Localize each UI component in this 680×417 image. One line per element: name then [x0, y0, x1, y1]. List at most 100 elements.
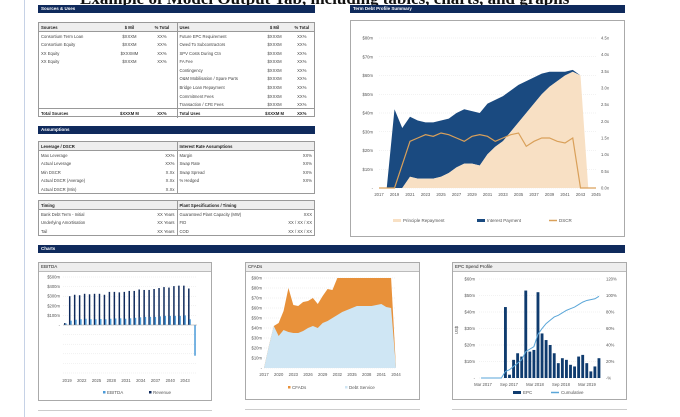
table-cell: $XXXM	[267, 59, 282, 65]
table-row: Swap Spread XX%	[177, 168, 314, 177]
table-cell: $XXXM	[267, 50, 282, 56]
term-debt-chart-svg: $80m $70m $60m $50m $40m $30m $20m $10m - 4.5x 4.0…	[363, 36, 610, 224]
y-tick-label: $90m	[252, 276, 263, 281]
legend-swatch	[149, 391, 152, 394]
table-row: Max Leverage XX%	[39, 151, 177, 160]
table-cell: Consortium Term Loan	[41, 33, 84, 39]
debt-service-area	[264, 304, 396, 368]
epc-spend-chart-svg: $60m $50m $40m $30m $20m $10m - 120% 100% 80% 60% 4…	[454, 277, 617, 396]
revenue-bar	[178, 285, 180, 325]
table-cell	[147, 92, 176, 101]
table-row: Bank Debt Term - Initial XX Years	[39, 210, 177, 219]
ebitda-chart: EBITDA $500m $400m $300m $200m $100m - 2019 202…	[38, 262, 212, 401]
sources-uses-table: Sources $ Mil% Total Consortium Term Loan $…	[38, 22, 315, 118]
table-cell: XX%	[297, 59, 307, 65]
table-row: Min DSCR X.Xx	[39, 168, 177, 177]
table-cell: XX%	[302, 169, 312, 175]
table-row: Guaranteed Plant Capacity (MW) XXX	[177, 210, 314, 219]
y-tick-label: -%	[606, 376, 611, 381]
table-cell: X.Xx	[165, 186, 175, 192]
revenue-bar	[153, 289, 155, 325]
table-cell: $XXXM	[122, 41, 137, 47]
y-tick-label: $50m	[363, 92, 374, 97]
y-tick-label: $80m	[252, 286, 263, 291]
term-debt-chart: $80m $70m $60m $50m $40m $30m $20m $10m - 4.5x 4.0…	[350, 20, 625, 237]
revenue-bar	[183, 285, 185, 325]
y-tick-label: $40m	[363, 111, 374, 116]
y-tick-label: 60%	[606, 326, 615, 331]
table-cell: XX%	[157, 50, 167, 56]
y-tick-label: 3.5x	[601, 69, 610, 74]
table-row: O&M Mobilisation / Spare Parts $XXXM XX%	[177, 75, 314, 84]
table-row: Consortium Term Loan $XXXM XX%	[39, 32, 177, 41]
legend-label: Interest Payment	[487, 218, 522, 223]
divider	[245, 409, 420, 410]
table-cell: $XXXM	[267, 76, 282, 82]
table-cell	[147, 75, 176, 84]
revenue-bar	[98, 293, 101, 325]
y-tick-label: 1.5x	[601, 136, 610, 141]
ebitda-bar	[80, 319, 82, 325]
table-cell: XX%	[165, 152, 175, 158]
table-cell: Bank Debt Term - Initial	[41, 211, 85, 217]
y-tick-label: $50m	[465, 293, 476, 298]
uses-table: Uses $ Mil% Total Future EPC Requirement $X…	[176, 23, 314, 118]
epc-bar	[532, 349, 536, 378]
ebitda-bar	[179, 315, 181, 325]
y-tick-label: 4.0x	[601, 52, 610, 57]
y-tick-label: $500m	[47, 275, 60, 280]
revenue-bar	[63, 323, 66, 325]
table-row: Swap Rate XX%	[177, 159, 314, 168]
table-row: Uses $ Mil% Total	[177, 23, 314, 33]
table-row: FA Fee $XXXM XX%	[177, 57, 314, 66]
table-cell: XX%	[297, 93, 307, 99]
table-row: SPV Costs During Ctn $XXXM XX%	[177, 49, 314, 58]
table-row	[39, 75, 177, 84]
table-cell: XX%	[297, 84, 307, 90]
dscr-line	[379, 132, 596, 189]
y-tick-label: 120%	[606, 277, 617, 282]
ebitda-bar	[174, 315, 176, 325]
ebitda-bar	[184, 315, 186, 325]
table-cell: $ Mil	[259, 23, 290, 33]
table-cell: FID	[179, 219, 187, 225]
y-tick-label: 20%	[606, 359, 615, 364]
table-cell: Actual DSCR (Average)	[41, 178, 86, 184]
ebitda-bar	[139, 317, 142, 325]
epc-bar	[565, 359, 568, 378]
x-tick-label: Mar 2018	[526, 382, 544, 387]
table-row: % Hedged XX%	[177, 176, 314, 185]
y-tick-label: $20m	[252, 346, 263, 351]
x-tick-label: 2019	[390, 192, 400, 197]
y-tick-label: $30m	[363, 129, 374, 134]
y-tick-label: -	[261, 366, 263, 371]
cumulative-line	[481, 295, 600, 379]
x-tick-label: 2040	[166, 378, 176, 383]
x-tick-label: 2019	[62, 378, 72, 383]
revenue-bar	[143, 289, 145, 325]
epc-bar	[589, 371, 593, 378]
cfads-chart-svg: $90m $80m $70m $60m $50m $40m $30m $20m $10m -201…	[252, 276, 402, 391]
table-cell: XX%	[302, 160, 312, 166]
table-cell: XX%	[297, 33, 307, 39]
ebitda-bar	[95, 319, 97, 325]
revenue-bar	[118, 292, 121, 325]
x-tick-label: 2035	[347, 372, 357, 377]
revenue-bar	[138, 289, 140, 325]
plant-table: Plant Specifications / Timing Guaranteed …	[176, 201, 314, 236]
x-tick-label: 2034	[136, 378, 146, 383]
table-row: Tail XX Years	[39, 227, 177, 236]
cfads-chart: CFADs $90m $80m $70m $60m $50m $40m $30m $20m $1…	[245, 262, 420, 400]
table-cell: $XXXM	[267, 33, 282, 39]
table-row: Transaction / CFE Fees $XXXM XX%	[177, 100, 314, 109]
x-tick-label: 2031	[121, 378, 131, 383]
x-tick-label: 2025	[436, 192, 446, 197]
table-cell: XX / XX / XX	[288, 228, 312, 234]
x-tick-label: Mar 2017	[474, 382, 492, 387]
table-row: Actual DSCR (Min) X.Xx	[39, 185, 177, 194]
x-tick-label: 2020	[274, 372, 284, 377]
x-tick-label: 2041	[377, 372, 387, 377]
table-cell	[112, 66, 148, 75]
y-tick-label: $60m	[465, 277, 476, 282]
table-cell	[147, 66, 176, 75]
